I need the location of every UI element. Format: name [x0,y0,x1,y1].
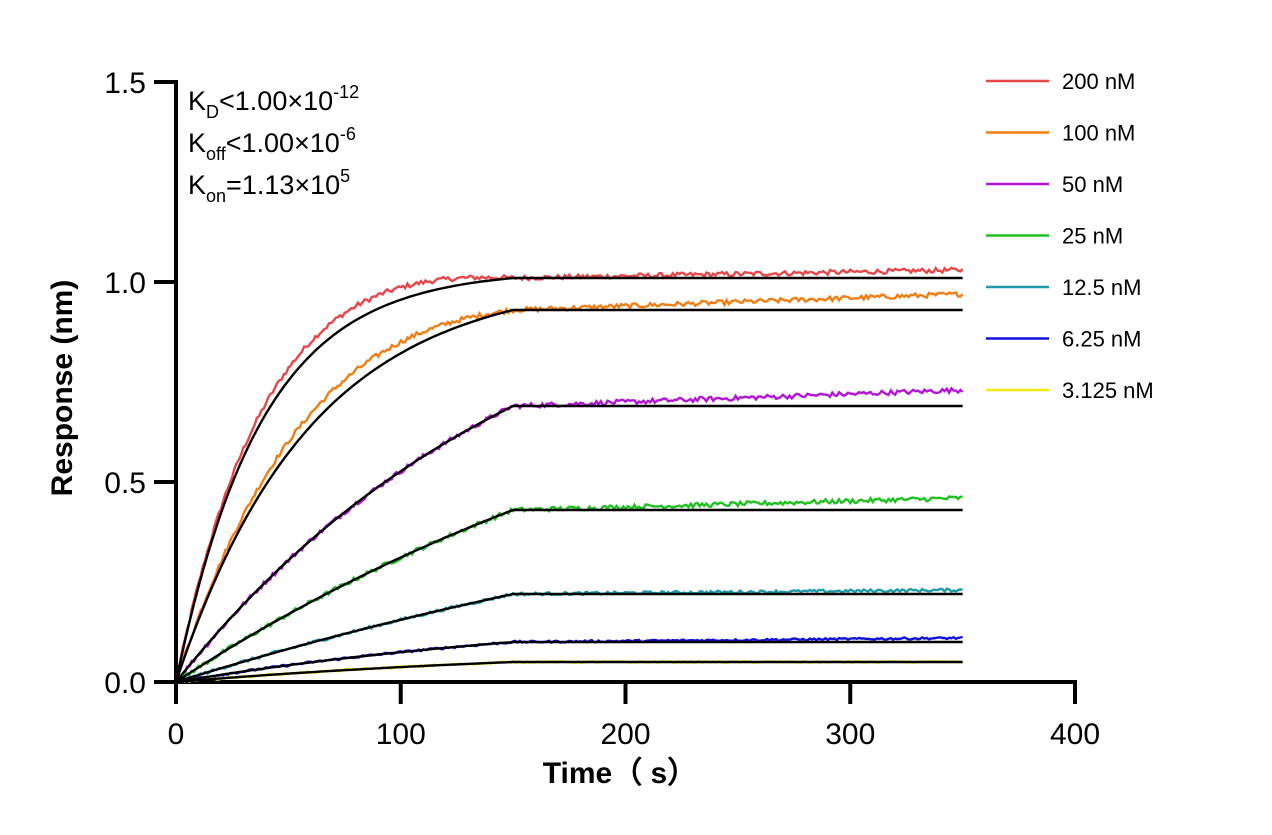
series-line-100-nm [174,290,964,683]
legend-item: 200 nM [986,69,1135,94]
kinetic-symbol: K [188,128,206,158]
x-tick-label: 100 [376,718,426,751]
x-tick-label: 400 [1050,718,1100,751]
y-tick-label: 1.0 [104,267,146,300]
y-tick-label: 1.5 [104,67,146,100]
series-line-6.25-nm [175,635,963,684]
kinetic-constant-d: KD<1.00×10-12 [188,82,359,122]
series-line-25-nm [176,495,963,684]
fit-line-25-nm [175,508,963,683]
x-tick-label: 200 [600,718,650,751]
kinetic-constant-on: Kon=1.13×105 [188,166,350,206]
x-tick-label: 300 [825,718,875,751]
kinetic-exponent: -12 [333,82,359,102]
x-ticks: 0 100 200 300 400 [168,682,1100,751]
series-line-200-nm [174,265,964,682]
legend-item: 12.5 nM [986,275,1142,300]
kinetic-constant-off: Koff<1.00×10-6 [188,124,356,164]
legend-label: 6.25 nM [1062,327,1142,352]
series-line-12.5-nm [175,587,963,683]
kinetic-symbol: K [188,86,206,116]
legend-item: 100 nM [986,121,1135,146]
y-tick-label: 0.0 [104,667,146,700]
kinetic-value: <1.00×10 [226,128,340,158]
legend-label: 25 nM [1062,224,1123,249]
kinetic-value: <1.00×10 [219,86,333,116]
x-tick-label: 0 [168,718,185,751]
legend-item: 25 nM [986,224,1123,249]
legend-label: 100 nM [1062,121,1135,146]
fit-line-3.125-nm [175,660,963,684]
kinetic-exponent: 5 [340,166,350,186]
legend-item: 3.125 nM [986,378,1154,403]
kinetic-subscript: D [206,102,219,122]
legend-item: 50 nM [986,172,1123,197]
kinetic-symbol: K [188,170,206,200]
legend-label: 3.125 nM [1062,378,1154,403]
fit-line-200-nm [174,276,963,683]
series-layer [174,265,964,684]
y-tick-label: 0.5 [104,467,146,500]
legend-label: 200 nM [1062,69,1135,94]
y-ticks: 0.0 0.5 1.0 1.5 [104,67,176,700]
kinetic-subscript: on [206,186,226,206]
legend-label: 50 nM [1062,172,1123,197]
legend-item: 6.25 nM [986,327,1142,352]
fit-layer [174,276,963,684]
legend-label: 12.5 nM [1062,275,1142,300]
x-axis-title: Time（ s） [543,756,698,790]
kinetic-value: =1.13×10 [226,170,340,200]
kinetic-subscript: off [206,144,227,164]
legend: 200 nM 100 nM 50 nM 25 nM 12.5 nM 6.25 nM 3.12… [986,69,1154,403]
kinetic-exponent: -6 [340,124,356,144]
fit-line-12.5-nm [175,592,963,684]
fit-line-6.25-nm [175,640,963,684]
fit-line-50-nm [175,404,963,683]
y-axis-title: Response (nm) [46,280,79,497]
fit-line-100-nm [174,308,963,683]
